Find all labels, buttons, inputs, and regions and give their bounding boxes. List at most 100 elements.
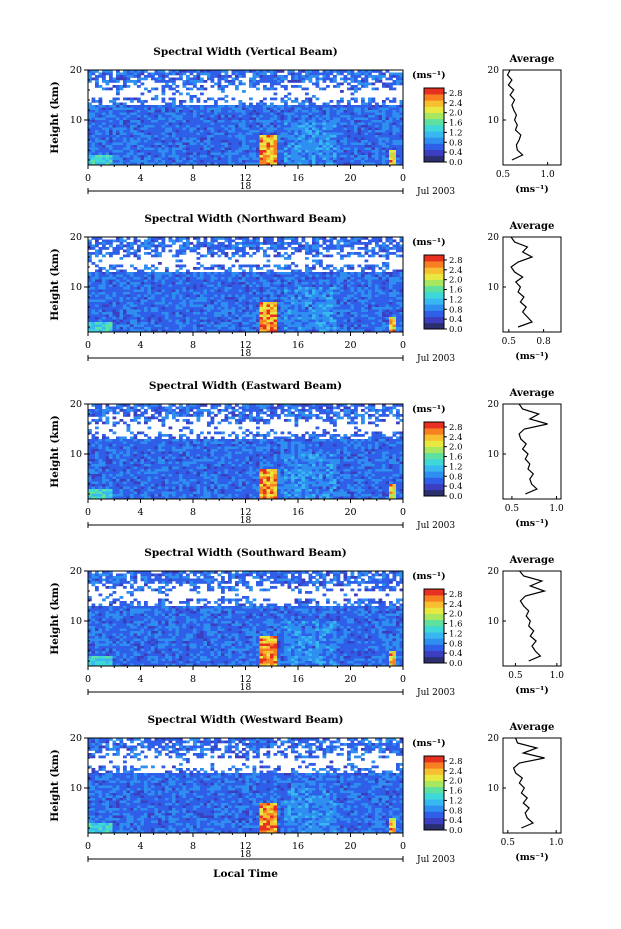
heatmap-cell xyxy=(350,97,355,101)
heatmap-cell xyxy=(347,299,351,303)
heatmap-cell xyxy=(291,294,295,298)
heatmap-cell xyxy=(231,274,236,278)
heatmap-cell xyxy=(133,130,138,133)
heatmap-cell xyxy=(315,274,320,278)
heatmap-cell xyxy=(203,299,208,303)
heatmap-cell xyxy=(235,244,239,248)
heatmap-cell xyxy=(263,294,267,298)
heatmap-cell xyxy=(340,239,344,243)
heatmap-cell xyxy=(273,127,278,131)
heatmap-cell xyxy=(214,297,218,300)
heatmap-cell xyxy=(273,75,278,78)
heatmap-cell xyxy=(119,294,124,298)
heatmap-cell xyxy=(305,274,309,278)
heatmap-cell xyxy=(168,304,173,308)
heatmap-cell xyxy=(312,312,316,315)
heatmap-cell xyxy=(343,132,348,136)
heatmap-cell xyxy=(112,125,117,128)
heatmap-cell xyxy=(168,277,173,280)
heatmap-cell xyxy=(375,120,379,123)
heatmap-cell xyxy=(252,274,257,278)
heatmap-cell xyxy=(392,307,397,310)
heatmap-cell xyxy=(399,274,404,278)
heatmap-cell xyxy=(266,112,271,116)
heatmap-cell xyxy=(228,242,232,245)
heatmap-cell xyxy=(102,307,106,310)
heatmap-cell xyxy=(322,162,327,166)
heatmap-cell xyxy=(305,97,309,101)
heatmap-cell xyxy=(224,282,229,285)
heatmap-cell xyxy=(305,302,309,305)
heatmap-cell xyxy=(140,277,145,280)
heatmap-cell xyxy=(217,115,222,118)
heatmap-cell xyxy=(319,155,323,158)
heatmap-cell xyxy=(235,127,239,131)
heatmap-cell xyxy=(308,150,313,153)
heatmap-cell xyxy=(354,292,358,295)
heatmap-cell xyxy=(144,307,148,310)
heatmap-cell xyxy=(308,127,313,131)
heatmap-cell xyxy=(168,150,173,153)
heatmap-cell xyxy=(98,269,103,273)
heatmap-cell xyxy=(123,127,127,131)
heatmap-cell xyxy=(368,294,372,298)
heatmap-cell xyxy=(144,312,148,315)
heatmap-cell xyxy=(375,309,379,313)
heatmap-cell xyxy=(221,307,225,310)
heatmap-cell xyxy=(116,120,120,123)
heatmap-cell xyxy=(168,132,173,136)
heatmap-cell xyxy=(259,127,264,131)
heatmap-cell xyxy=(151,242,155,245)
heatmap-cell xyxy=(151,274,155,278)
heatmap-cell xyxy=(98,127,103,131)
heatmap-cell xyxy=(280,85,285,88)
heatmap-cell xyxy=(161,284,166,288)
heatmap-cell xyxy=(140,269,145,273)
heatmap-cell xyxy=(305,299,309,303)
heatmap-cell xyxy=(109,244,113,248)
heatmap-cell xyxy=(221,309,225,313)
heatmap-cell xyxy=(144,279,148,283)
colorbar-tick-label: 2.4 xyxy=(449,99,463,109)
heatmap-cell xyxy=(137,125,141,128)
heatmap-cell xyxy=(336,160,341,163)
heatmap-cell xyxy=(123,297,127,300)
heatmap-cell xyxy=(168,122,173,126)
heatmap-cell xyxy=(361,125,365,128)
heatmap-cell xyxy=(154,294,159,298)
heatmap-cell xyxy=(329,307,334,310)
heatmap-cell xyxy=(112,277,117,280)
heatmap-cell xyxy=(343,279,348,283)
heatmap-cell xyxy=(116,80,120,83)
heatmap-cell xyxy=(259,107,264,111)
heatmap-cell xyxy=(207,97,211,101)
heatmap-cell xyxy=(119,292,124,295)
heatmap-cell xyxy=(364,85,369,88)
heatmap-cell xyxy=(322,297,327,300)
heatmap-cell xyxy=(399,135,404,138)
heatmap-cell xyxy=(298,130,302,133)
heatmap-cell xyxy=(273,294,278,298)
heatmap-cell xyxy=(88,279,92,283)
heatmap-cell xyxy=(319,279,323,283)
heatmap-cell xyxy=(140,107,145,111)
heatmap-cell xyxy=(298,297,302,300)
heatmap-cell xyxy=(249,294,253,298)
heatmap-cell xyxy=(371,299,376,303)
heatmap-cell xyxy=(158,282,162,285)
heatmap-cell xyxy=(371,279,376,283)
heatmap-cell xyxy=(291,137,295,141)
heatmap-cell xyxy=(315,304,320,308)
heatmap-cell xyxy=(259,150,264,153)
heatmap-cell xyxy=(175,70,180,73)
heatmap-cell xyxy=(361,107,365,111)
heatmap-cell xyxy=(182,150,187,153)
heatmap-cell xyxy=(263,77,267,81)
heatmap-cell xyxy=(389,299,393,303)
heatmap-cell xyxy=(308,130,313,133)
heatmap-cell xyxy=(249,82,253,86)
heatmap-cell xyxy=(312,309,316,313)
heatmap-cell xyxy=(350,110,355,113)
heatmap-cell xyxy=(245,304,250,308)
heatmap-cell xyxy=(284,132,288,136)
